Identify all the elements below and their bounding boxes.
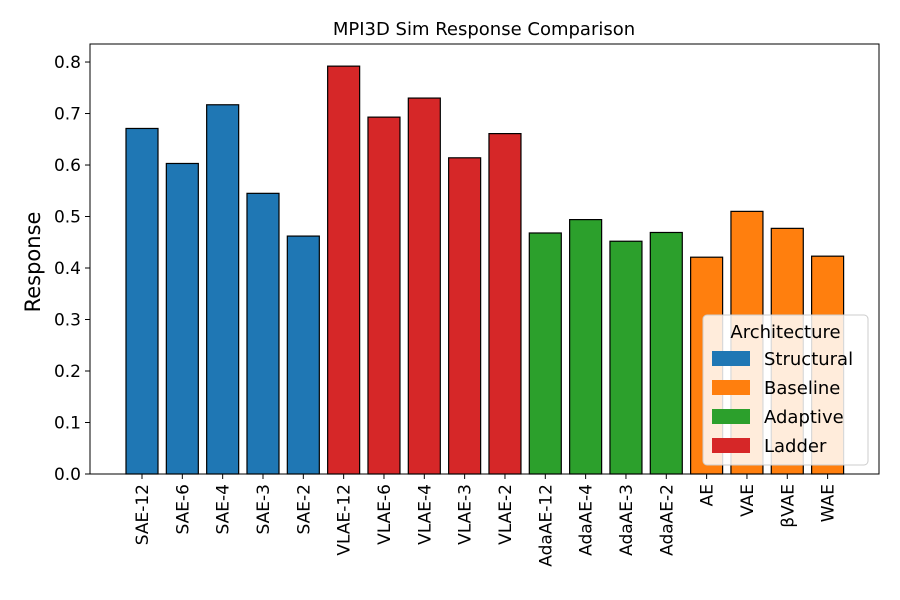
- y-axis-label: Response: [21, 212, 45, 313]
- x-tick-label: VLAE-2: [496, 484, 516, 545]
- x-tick-label: SAE-3: [254, 484, 274, 534]
- y-tick-label: 0.7: [54, 105, 81, 125]
- x-tick-label: AdaAE-4: [577, 484, 597, 556]
- bar-adaae-2: [649, 231, 683, 475]
- bar-vlae-4: [407, 97, 441, 475]
- bar-adaae-12: [528, 232, 562, 475]
- x-tick-label: SAE-2: [294, 484, 314, 534]
- x-tick-label: AdaAE-12: [536, 484, 556, 567]
- y-tick-label: 0.6: [54, 156, 81, 176]
- chart-title: MPI3D Sim Response Comparison: [333, 19, 635, 40]
- legend-title: Architecture: [730, 322, 840, 343]
- bar-vlae-12: [327, 65, 361, 475]
- y-tick-label: 0.4: [54, 259, 81, 279]
- bar-sae-4: [206, 104, 240, 475]
- x-tick-label: SAE-6: [173, 484, 193, 534]
- x-tick-label: βVAE: [778, 484, 798, 528]
- x-tick-label: VAE: [738, 484, 758, 517]
- plot-frame: [89, 43, 880, 475]
- x-tick-label: VLAE-3: [456, 484, 476, 545]
- y-tick-label: 0.3: [54, 311, 81, 331]
- bar-vlae-3: [448, 157, 482, 475]
- y-tick-label: 0.0: [54, 465, 81, 485]
- x-tick-label: VLAE-6: [375, 484, 395, 545]
- axes-layer: 0.0 0.1 0.2 0.3 0.4 0.5 0.6 0.7 0.8 SAE-12 SAE-6 SA…: [54, 43, 880, 567]
- bar-vlae-2: [488, 133, 522, 475]
- legend-swatch-structural: [712, 351, 750, 366]
- x-tick-label: AE: [698, 484, 718, 506]
- legend-label-adaptive: Adaptive: [764, 407, 844, 428]
- x-tick-label: SAE-12: [133, 484, 153, 545]
- legend-label-ladder: Ladder: [764, 436, 827, 457]
- x-tick-label: SAE-4: [214, 484, 234, 534]
- bar-sae-3: [246, 192, 280, 475]
- x-tick-label: AdaAE-3: [617, 484, 637, 556]
- y-tick-label: 0.2: [54, 362, 81, 382]
- y-tick-label: 0.8: [54, 53, 81, 73]
- legend-swatch-adaptive: [712, 409, 750, 424]
- legend-label-structural: Structural: [764, 349, 853, 370]
- x-tick-label: WAE: [819, 484, 839, 522]
- bar-adaae-3: [609, 240, 643, 475]
- legend-swatch-baseline: [712, 380, 750, 395]
- bar-sae-12: [125, 127, 159, 475]
- y-tick-label: 0.1: [54, 414, 81, 434]
- bar-adaae-4: [569, 219, 603, 475]
- legend-swatch-ladder: [712, 438, 750, 453]
- bar-sae-2: [286, 235, 320, 475]
- legend: Architecture Structural Baseline Adaptive La…: [702, 314, 869, 466]
- bar-sae-6: [165, 162, 199, 475]
- x-tick-label: VLAE-12: [335, 484, 355, 556]
- x-tick-label: AdaAE-2: [657, 484, 677, 556]
- y-tick-label: 0.5: [54, 208, 81, 228]
- x-tick-label: VLAE-4: [415, 484, 435, 545]
- legend-label-baseline: Baseline: [764, 378, 840, 399]
- bar-vlae-6: [367, 116, 401, 475]
